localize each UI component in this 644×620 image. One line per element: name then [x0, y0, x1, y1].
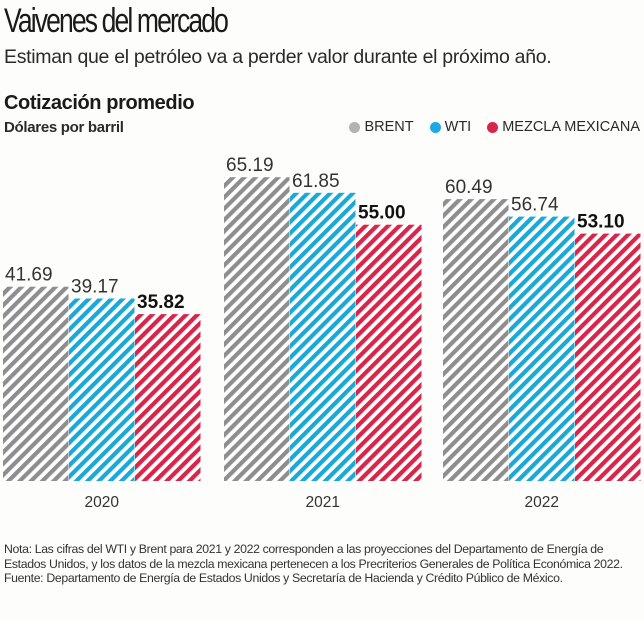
bar-brent-2022	[443, 199, 509, 481]
bar-wti-2021	[290, 192, 356, 482]
bar-mezcla-mexicana-2020	[135, 314, 201, 481]
value-label-wti-2020: 39.17	[71, 277, 119, 298]
bar-brent-2021	[224, 177, 290, 481]
value-label-wti-2021: 61.85	[292, 171, 340, 192]
value-labels-layer: 41.69 39.17 35.82 65.19 61.85 55.00 60.49 56.74…	[5, 155, 625, 313]
legend-item-brent: BRENT	[349, 119, 414, 135]
page-subtitle: Estiman que el petróleo va a perder valo…	[4, 46, 552, 68]
chart-title: Cotización promedio	[4, 92, 195, 114]
chart-units-label: Dólares por barril	[4, 119, 124, 136]
legend-dot-wti-icon	[429, 121, 441, 133]
legend-label-mezcla: MEZCLA MEXICANA	[502, 119, 640, 135]
legend-label-brent: BRENT	[364, 119, 414, 135]
value-label-mezcla-mexicana-2021: 55.00	[358, 203, 406, 224]
bars-layer	[3, 177, 641, 482]
bar-wti-2022	[509, 216, 575, 481]
bar-mezcla-mexicana-2021	[356, 224, 422, 481]
value-label-brent-2020: 41.69	[5, 265, 53, 286]
x-tick-label-2022: 2022	[525, 494, 559, 511]
footnote: Nota: Las cifras del WTI y Brent para 20…	[4, 542, 623, 586]
bar-wti-2020	[69, 298, 135, 481]
page-title: Vaivenes del mercado	[4, 2, 229, 40]
x-axis-labels: 2020 2021 2022	[85, 494, 559, 511]
x-tick-label-2020: 2020	[85, 494, 120, 511]
legend-dot-brent-icon	[349, 121, 361, 133]
bar-mezcla-mexicana-2022	[575, 233, 641, 481]
legend-dot-mezcla-icon	[487, 121, 499, 133]
value-label-brent-2021: 65.19	[226, 155, 274, 176]
value-label-brent-2022: 60.49	[445, 177, 493, 198]
x-tick-label-2021: 2021	[306, 494, 340, 511]
value-label-mezcla-mexicana-2020: 35.82	[137, 292, 185, 313]
value-label-mezcla-mexicana-2022: 53.10	[577, 212, 625, 233]
chart-legend: BRENT WTI MEZCLA MEXICANA	[349, 119, 640, 135]
legend-item-wti: WTI	[429, 119, 472, 135]
bar-brent-2020	[3, 286, 69, 481]
value-label-wti-2022: 56.74	[511, 195, 559, 216]
bar-chart: 41.69 39.17 35.82 65.19 61.85 55.00 60.49 56.74…	[3, 155, 641, 511]
legend-label-wti: WTI	[444, 119, 472, 135]
legend-item-mezcla: MEZCLA MEXICANA	[487, 119, 640, 135]
